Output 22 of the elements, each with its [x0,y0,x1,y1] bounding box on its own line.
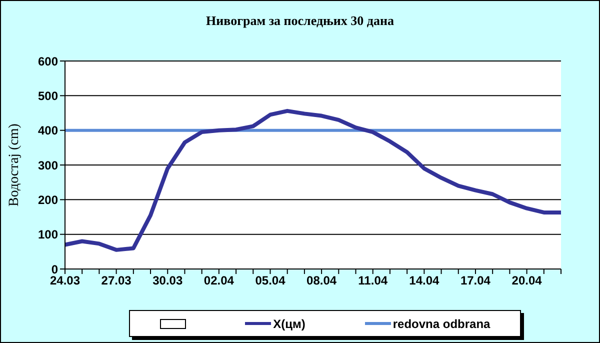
chart-title: Нивограм за последњих 30 дана [205,13,395,29]
x-tick-label: 14.04 [409,274,440,288]
x-tick-label: 08.04 [306,274,337,288]
x-tick-label: 24.03 [50,274,80,288]
x-tick-label: 17.04 [460,274,491,288]
y-tick-label: 200 [38,192,58,207]
y-tick-label: 100 [38,228,58,242]
x-tick-label: 02.04 [204,274,234,288]
legend-label: X(цм) [273,316,306,330]
y-tick-label: 300 [38,158,58,172]
y-tick-label: 600 [38,54,58,68]
y-tick-label: 0 [51,262,58,276]
x-tick-label: 27.03 [101,274,132,288]
legend-label: redovna odbrana [392,316,490,330]
x-tick-label: 05.04 [255,274,286,288]
y-tick-label: 500 [38,88,58,103]
x-tick-label: 20.04 [512,274,542,288]
x-tick-label: 30.03 [152,274,183,288]
y-axis-title: Водостај (cm) [6,123,22,206]
line-series [63,108,563,252]
y-tick-label: 400 [38,124,58,138]
x-tick-label: 11.04 [358,274,388,288]
